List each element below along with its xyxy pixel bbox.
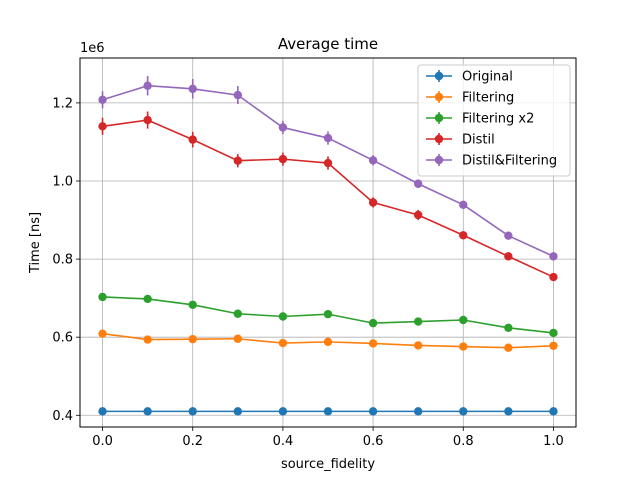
y-tick-label: 1.2 bbox=[52, 96, 73, 111]
x-tick-label: 0.4 bbox=[273, 434, 294, 449]
data-point bbox=[549, 272, 558, 282]
data-point bbox=[143, 115, 152, 125]
legend-marker bbox=[434, 71, 444, 81]
data-point bbox=[188, 407, 197, 416]
data-point bbox=[368, 156, 378, 165]
legend-marker bbox=[434, 92, 444, 102]
data-point bbox=[98, 329, 107, 338]
data-point bbox=[278, 338, 288, 348]
data-point bbox=[278, 123, 288, 132]
data-point bbox=[549, 328, 558, 338]
data-point bbox=[459, 342, 468, 351]
data-point bbox=[143, 294, 152, 304]
data-point bbox=[549, 341, 558, 350]
series-group bbox=[98, 407, 558, 416]
data-point bbox=[323, 309, 333, 319]
data-point bbox=[323, 133, 333, 143]
data-point bbox=[143, 335, 152, 344]
data-point bbox=[413, 407, 423, 416]
series-group bbox=[98, 292, 558, 338]
legend-label: Filtering x2 bbox=[462, 112, 534, 127]
data-point bbox=[233, 156, 243, 165]
data-point bbox=[323, 337, 333, 347]
data-point bbox=[368, 198, 378, 207]
data-point bbox=[459, 200, 468, 210]
y-axis-offset-label: 1e6 bbox=[80, 41, 105, 56]
data-point bbox=[188, 334, 197, 344]
legend-label: Original bbox=[462, 70, 513, 85]
series-group bbox=[98, 329, 558, 352]
data-point bbox=[413, 341, 423, 350]
data-point bbox=[459, 315, 468, 325]
data-point bbox=[98, 95, 107, 104]
y-tick-label: 0.8 bbox=[52, 253, 73, 268]
data-point bbox=[413, 317, 423, 326]
x-tick-label: 0.2 bbox=[182, 434, 203, 449]
legend-label: Filtering bbox=[462, 91, 514, 106]
data-point bbox=[278, 312, 288, 321]
x-tick-label: 0.0 bbox=[92, 434, 113, 449]
legend-marker bbox=[434, 113, 444, 123]
data-point bbox=[278, 407, 288, 416]
legend-marker bbox=[434, 155, 444, 165]
data-point bbox=[368, 407, 378, 416]
series-layer bbox=[98, 75, 558, 416]
data-point bbox=[504, 252, 513, 261]
data-point bbox=[143, 407, 152, 416]
plot-frame bbox=[79, 57, 577, 428]
data-point bbox=[323, 407, 333, 416]
data-point bbox=[233, 90, 243, 100]
chart-title: Average time bbox=[278, 35, 378, 53]
y-axis-label: Time [ns] bbox=[28, 212, 43, 274]
data-point bbox=[459, 407, 468, 416]
y-tick-label: 0.6 bbox=[52, 331, 73, 346]
data-point bbox=[188, 300, 197, 309]
data-point bbox=[188, 135, 197, 144]
data-point bbox=[368, 318, 378, 328]
data-point bbox=[549, 252, 558, 261]
data-point bbox=[413, 210, 423, 220]
x-tick-label: 0.6 bbox=[363, 434, 384, 449]
data-point bbox=[504, 323, 513, 333]
x-tick-label: 1.0 bbox=[543, 434, 564, 449]
data-point bbox=[504, 343, 513, 352]
y-tick-label: 1.0 bbox=[52, 175, 73, 190]
data-point bbox=[98, 407, 107, 416]
data-point bbox=[323, 158, 333, 168]
legend: Original Filtering Filtering x2 Distil Disti… bbox=[417, 64, 571, 177]
data-point bbox=[549, 407, 558, 416]
data-point bbox=[413, 179, 423, 188]
data-point bbox=[278, 154, 288, 164]
data-point bbox=[504, 407, 513, 416]
series-group bbox=[98, 111, 558, 282]
legend-marker bbox=[434, 134, 444, 144]
legend-box bbox=[417, 64, 571, 177]
axis-ticks: 0.0 0.2 0.4 0.6 0.8 1.0 0.4 0.6 0.8 1.0 1.2 bbox=[52, 96, 563, 449]
data-point bbox=[188, 84, 197, 94]
legend-label: Distil&Filtering bbox=[462, 154, 557, 169]
data-point bbox=[98, 122, 107, 131]
data-point bbox=[233, 334, 243, 343]
data-point bbox=[233, 309, 243, 318]
data-point bbox=[98, 292, 107, 302]
x-tick-label: 0.8 bbox=[453, 434, 474, 449]
y-tick-label: 0.4 bbox=[52, 409, 73, 424]
data-point bbox=[459, 231, 468, 240]
data-point bbox=[233, 407, 243, 416]
x-axis-label: source_fidelity bbox=[281, 457, 375, 472]
series-group bbox=[98, 75, 558, 261]
data-point bbox=[504, 231, 513, 240]
data-point bbox=[368, 339, 378, 348]
data-point bbox=[143, 81, 152, 90]
legend-label: Distil bbox=[462, 133, 495, 148]
